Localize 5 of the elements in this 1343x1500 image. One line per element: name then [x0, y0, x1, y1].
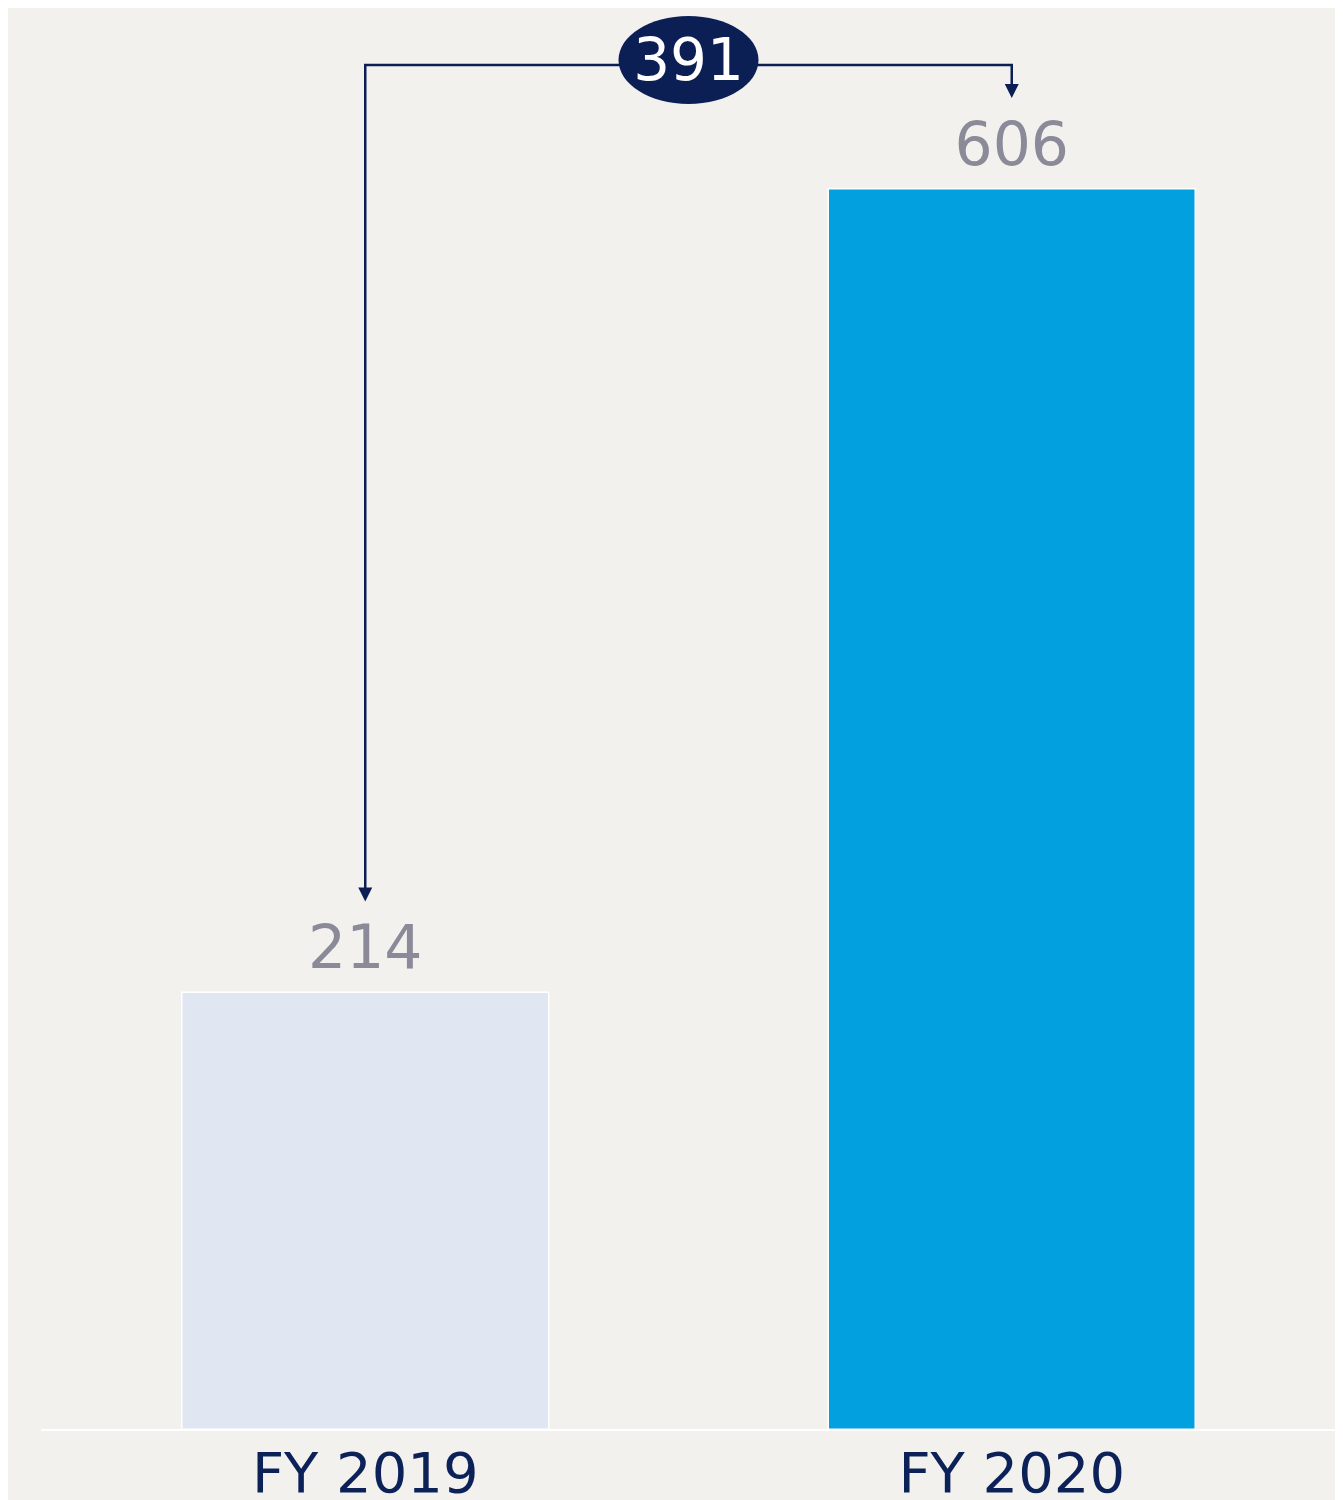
x-tick-label: FY 2020: [898, 1439, 1126, 1500]
data-label: 214: [307, 912, 423, 983]
data-label: 606: [954, 109, 1070, 179]
x-tick-label: FY 2019: [251, 1439, 479, 1500]
text: 391: [633, 26, 744, 94]
